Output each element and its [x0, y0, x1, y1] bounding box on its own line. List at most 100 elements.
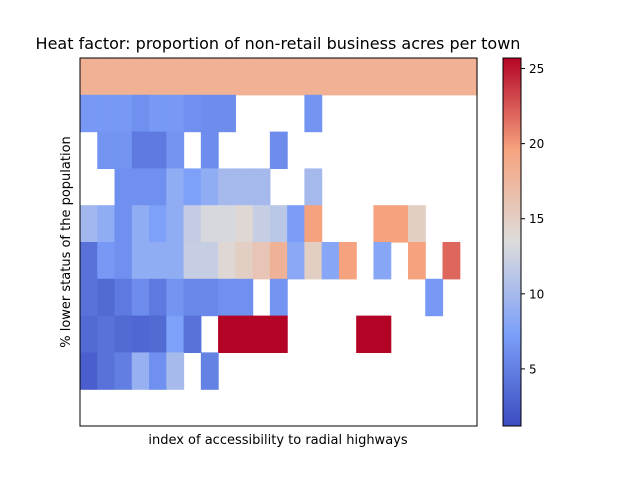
heatmap-cell: [356, 58, 375, 96]
heatmap-cell: [390, 58, 409, 96]
heatmap-cell: [114, 58, 133, 96]
heatmap-cell: [166, 242, 185, 280]
heatmap-cell: [321, 242, 340, 280]
heatmap-cell: [183, 315, 202, 353]
heatmap-cell: [183, 278, 202, 317]
heatmap-cell: [166, 315, 185, 353]
heatmap-cell: [252, 168, 271, 206]
heatmap-cell: [252, 205, 271, 243]
heatmap-cell: [269, 131, 288, 169]
heatmap-cell: [304, 58, 323, 96]
heatmap-cell: [97, 94, 116, 133]
heatmap-cell: [425, 58, 444, 96]
heatmap-cell: [235, 205, 254, 243]
heatmap-cell: [200, 242, 219, 280]
heatmap-cell: [235, 58, 254, 96]
heatmap-cell: [166, 352, 185, 390]
heatmap-cell: [114, 242, 133, 280]
heatmap-cell: [442, 58, 461, 96]
heatmap-cell: [269, 315, 288, 353]
y-axis-label: % lower status of the population: [59, 136, 74, 348]
heatmap-cell: [407, 58, 426, 96]
heatmap-cell: [235, 168, 254, 206]
heatmap-cell: [235, 315, 254, 353]
colorbar-tick-label: 10: [529, 287, 544, 301]
heatmap-cell: [149, 315, 167, 353]
heatmap-cell: [425, 278, 444, 317]
heatmap-cell: [80, 58, 98, 96]
heatmap-cell: [407, 205, 426, 243]
heatmap-cell: [131, 168, 150, 206]
heatmap-cell: [114, 315, 133, 353]
heatmap-cell: [269, 58, 288, 96]
heatmap-cell: [269, 278, 288, 317]
heatmap-cell: [97, 58, 116, 96]
heatmap-cell: [166, 131, 185, 169]
heatmap-cell: [80, 278, 98, 317]
heatmap-cell: [183, 205, 202, 243]
chart-title: Heat factor: proportion of non-retail bu…: [36, 34, 521, 53]
heatmap-cell: [131, 58, 150, 96]
heatmap-cell: [269, 242, 288, 280]
x-axis-label: index of accessibility to radial highway…: [148, 433, 407, 448]
heatmap-cell: [218, 168, 236, 206]
heatmap-cell: [373, 315, 392, 353]
heatmap-cell: [149, 58, 167, 96]
heatmap-cell: [200, 94, 219, 133]
heatmap-cell: [200, 205, 219, 243]
heatmap-cell: [338, 58, 357, 96]
colorbar-ticks: 5 10 15 20 25: [521, 62, 544, 376]
heatmap-cell: [459, 58, 478, 96]
heatmap-cell: [304, 94, 323, 133]
heatmap-cell: [114, 131, 133, 169]
heatmap-cell: [131, 205, 150, 243]
heatmap-cell: [321, 58, 340, 96]
heatmap-cell: [373, 58, 392, 96]
heatmap-cell: [183, 168, 202, 206]
heatmap-cell: [304, 242, 323, 280]
heatmap-cell: [287, 58, 305, 96]
heatmap-cell: [287, 242, 305, 280]
heatmap-cell: [183, 94, 202, 133]
heatmap-cell: [183, 58, 202, 96]
heatmap-cell: [235, 242, 254, 280]
colorbar: [502, 57, 522, 427]
heatmap-cell: [114, 168, 133, 206]
heatmap-cell: [200, 278, 219, 317]
heatmap-cell: [149, 242, 167, 280]
heatmap-cell: [304, 205, 323, 243]
heatmap-cell: [287, 205, 305, 243]
heatmap-cell: [114, 94, 133, 133]
heatmap-cell: [80, 205, 98, 243]
heatmap-cell: [80, 242, 98, 280]
heatmap-cell: [235, 278, 254, 317]
heatmap-cell: [252, 242, 271, 280]
heatmap-cell: [218, 205, 236, 243]
heatmap-cell: [252, 315, 271, 353]
heatmap-cell: [97, 242, 116, 280]
heatmap-cell: [442, 242, 461, 280]
heatmap-cell: [200, 168, 219, 206]
heatmap-cell: [97, 352, 116, 390]
heatmap-cell: [97, 315, 116, 353]
heatmap-cell: [218, 242, 236, 280]
heatmap-cell: [183, 242, 202, 280]
heatmap-cell: [131, 131, 150, 169]
heatmap-cell: [131, 242, 150, 280]
heatmap-cell: [97, 278, 116, 317]
heatmap-cell: [218, 58, 236, 96]
heatmap-cell: [218, 278, 236, 317]
heatmap-cell: [131, 315, 150, 353]
heatmap-cell: [166, 205, 185, 243]
heatmap-cell: [166, 278, 185, 317]
heatmap-cell: [218, 94, 236, 133]
colorbar-tick-label: 15: [529, 212, 544, 226]
heatmap-cell: [407, 242, 426, 280]
heatmap-cell: [166, 58, 185, 96]
heatmap-cell: [390, 205, 409, 243]
heatmap-cells: [80, 58, 478, 390]
colorbar-tick-label: 25: [529, 62, 544, 76]
heatmap-cell: [269, 205, 288, 243]
heatmap-cell: [200, 352, 219, 390]
